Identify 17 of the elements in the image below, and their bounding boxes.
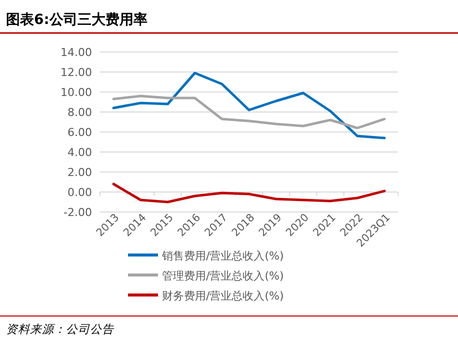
y-tick-label: -2.00 bbox=[64, 206, 92, 219]
legend-label: 销售费用/营业总收入(%) bbox=[161, 250, 284, 262]
text: 资料来源：公司公告 bbox=[6, 322, 115, 336]
line-series bbox=[112, 72, 386, 140]
y-tick-label: 2.00 bbox=[68, 166, 92, 179]
line-series bbox=[112, 94, 386, 130]
y-tick-label: 12.00 bbox=[60, 66, 92, 79]
y-tick-label: 6.00 bbox=[68, 126, 92, 139]
legend-label: 管理费用/营业总收入(%) bbox=[162, 270, 284, 282]
y-tick-label: 0.00 bbox=[68, 186, 92, 199]
y-tick-label: 8.00 bbox=[68, 106, 92, 119]
legend-label: 财务费用/营业总收入(%) bbox=[162, 290, 284, 302]
chart-title: 图表6:公司三大费用率 bbox=[6, 11, 148, 28]
y-tick-label: 4.00 bbox=[68, 146, 92, 159]
y-tick-label: 14.00 bbox=[60, 46, 92, 59]
line-series bbox=[112, 182, 386, 204]
y-tick-label: 10.00 bbox=[60, 86, 92, 99]
